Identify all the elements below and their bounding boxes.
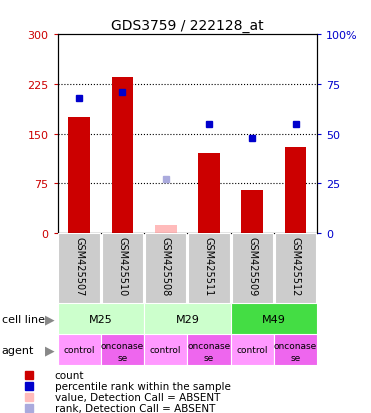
Bar [285, 147, 306, 233]
Text: percentile rank within the sample: percentile rank within the sample [55, 381, 230, 391]
Bar [187, 335, 231, 366]
Bar [188, 233, 230, 304]
Bar [242, 190, 263, 233]
Bar [58, 233, 100, 304]
Bar [275, 233, 316, 304]
Text: GSM425508: GSM425508 [161, 237, 171, 296]
Text: rank, Detection Call = ABSENT: rank, Detection Call = ABSENT [55, 403, 215, 413]
Text: GSM425512: GSM425512 [290, 237, 301, 296]
Text: GSM425510: GSM425510 [118, 237, 127, 296]
Bar [144, 304, 231, 335]
Bar [232, 233, 273, 304]
Bar [155, 225, 177, 233]
Text: M49: M49 [262, 314, 286, 324]
Text: GSM425509: GSM425509 [247, 237, 257, 296]
Text: onconase: onconase [274, 341, 317, 350]
Text: onconase: onconase [101, 341, 144, 350]
Text: se: se [117, 353, 128, 362]
Text: onconase: onconase [187, 341, 231, 350]
Bar [101, 335, 144, 366]
Text: agent: agent [2, 345, 34, 355]
Text: control: control [150, 346, 181, 354]
Bar [58, 335, 101, 366]
Text: M29: M29 [175, 314, 199, 324]
Text: value, Detection Call = ABSENT: value, Detection Call = ABSENT [55, 392, 220, 402]
Bar [68, 118, 90, 233]
Text: se: se [290, 353, 301, 362]
Title: GDS3759 / 222128_at: GDS3759 / 222128_at [111, 19, 264, 33]
Bar [58, 304, 144, 335]
Text: M25: M25 [89, 314, 113, 324]
Bar [231, 335, 274, 366]
Bar [144, 335, 187, 366]
Bar [102, 233, 143, 304]
Bar [274, 335, 317, 366]
Bar [198, 154, 220, 233]
Text: control: control [63, 346, 95, 354]
Bar [112, 78, 133, 233]
Text: se: se [204, 353, 214, 362]
Bar [231, 304, 317, 335]
Bar [145, 233, 187, 304]
Text: GSM425511: GSM425511 [204, 237, 214, 296]
Text: cell line: cell line [2, 314, 45, 324]
Text: ▶: ▶ [45, 313, 55, 325]
Text: GSM425507: GSM425507 [74, 237, 84, 296]
Text: count: count [55, 370, 84, 380]
Text: control: control [237, 346, 268, 354]
Text: ▶: ▶ [45, 344, 55, 356]
